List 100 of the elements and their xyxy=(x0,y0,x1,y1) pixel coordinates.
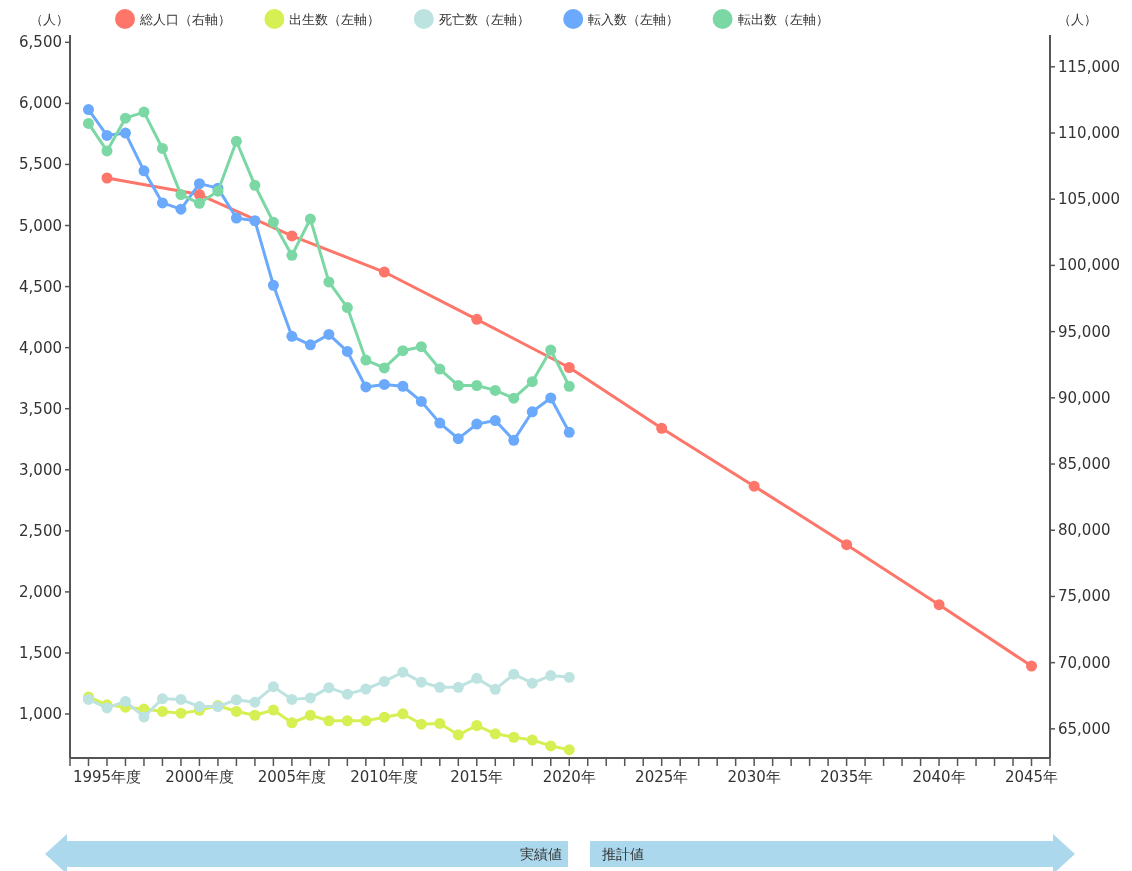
legend-label: 転出数（左軸） xyxy=(737,12,829,27)
point xyxy=(434,363,446,375)
point xyxy=(101,172,113,184)
y-axis-title: （人） xyxy=(30,12,69,27)
point xyxy=(508,731,520,743)
point xyxy=(119,695,131,707)
point xyxy=(286,717,298,729)
point xyxy=(508,434,520,446)
point xyxy=(156,693,168,705)
point xyxy=(563,744,575,756)
point xyxy=(397,345,409,357)
point xyxy=(249,696,261,708)
point xyxy=(230,135,242,147)
point xyxy=(286,693,298,705)
y2-tick-label: 65,000 xyxy=(1058,719,1111,738)
point xyxy=(138,106,150,118)
point xyxy=(304,339,316,351)
point xyxy=(304,692,316,704)
point xyxy=(249,179,261,191)
point xyxy=(545,344,557,356)
point xyxy=(397,708,409,720)
x-tick-label: 2005年度 xyxy=(257,768,326,786)
y2-tick-label: 95,000 xyxy=(1058,322,1111,341)
y2-axis-title: （人） xyxy=(1058,12,1097,27)
point xyxy=(138,165,150,177)
y2-tick-label: 80,000 xyxy=(1058,521,1111,540)
point xyxy=(156,705,168,717)
point xyxy=(471,720,483,732)
point xyxy=(119,127,131,139)
point xyxy=(452,380,464,392)
point xyxy=(175,707,187,719)
point xyxy=(341,302,353,314)
y-tick-label: 4,500 xyxy=(19,277,62,296)
point xyxy=(489,415,501,427)
point xyxy=(101,129,113,141)
point xyxy=(267,681,279,693)
point xyxy=(397,380,409,392)
point xyxy=(933,599,945,611)
x-tick-label: 2000年度 xyxy=(165,768,234,786)
point xyxy=(323,715,335,727)
point xyxy=(267,704,279,716)
point xyxy=(193,197,205,209)
x-tick-label: 1995年度 xyxy=(72,768,142,786)
point xyxy=(175,189,187,201)
y-tick-label: 1,000 xyxy=(19,705,62,724)
point xyxy=(415,676,427,688)
x-tick-label: 2020年 xyxy=(542,768,596,786)
y-tick-label: 5,000 xyxy=(19,216,62,235)
x-tick-label: 2030年 xyxy=(727,768,781,786)
point xyxy=(452,729,464,741)
point xyxy=(378,675,390,687)
point xyxy=(545,740,557,752)
point xyxy=(452,433,464,445)
point xyxy=(230,694,242,706)
point xyxy=(82,117,94,129)
point xyxy=(415,395,427,407)
point xyxy=(378,266,390,278)
point xyxy=(119,112,131,124)
point xyxy=(545,392,557,404)
point xyxy=(526,734,538,746)
point xyxy=(156,142,168,154)
y2-tick-label: 70,000 xyxy=(1058,653,1111,672)
point xyxy=(286,230,298,242)
point xyxy=(471,313,483,325)
point xyxy=(267,216,279,228)
point xyxy=(526,406,538,418)
y2-tick-label: 115,000 xyxy=(1058,57,1121,76)
point xyxy=(545,670,557,682)
point xyxy=(415,718,427,730)
point xyxy=(378,362,390,374)
text: 推計値 xyxy=(602,846,644,862)
point xyxy=(841,539,853,551)
point xyxy=(656,422,668,434)
y2-tick-label: 75,000 xyxy=(1058,587,1111,606)
x-tick-label: 2045年 xyxy=(1004,768,1059,786)
point xyxy=(156,197,168,209)
point xyxy=(286,330,298,342)
point xyxy=(415,341,427,353)
point xyxy=(286,249,298,261)
legend-label: 死亡数（左軸） xyxy=(438,12,530,27)
point xyxy=(489,728,501,740)
point xyxy=(563,380,575,392)
point xyxy=(360,354,372,366)
point xyxy=(526,677,538,689)
y-tick-label: 1,500 xyxy=(19,643,62,662)
point xyxy=(748,480,760,492)
y2-tick-label: 90,000 xyxy=(1058,388,1111,407)
x-tick-label: 2015年 xyxy=(450,768,504,786)
point xyxy=(378,378,390,390)
text: 実績値 xyxy=(520,846,562,862)
y2-tick-label: 100,000 xyxy=(1058,256,1121,275)
point xyxy=(249,215,261,227)
point xyxy=(489,683,501,695)
point xyxy=(508,668,520,680)
point xyxy=(323,328,335,340)
x-tick-label: 2035年 xyxy=(820,768,874,786)
point xyxy=(378,711,390,723)
y-tick-label: 4,000 xyxy=(19,338,62,357)
point xyxy=(360,683,372,695)
x-tick-label: 2010年度 xyxy=(350,768,419,786)
